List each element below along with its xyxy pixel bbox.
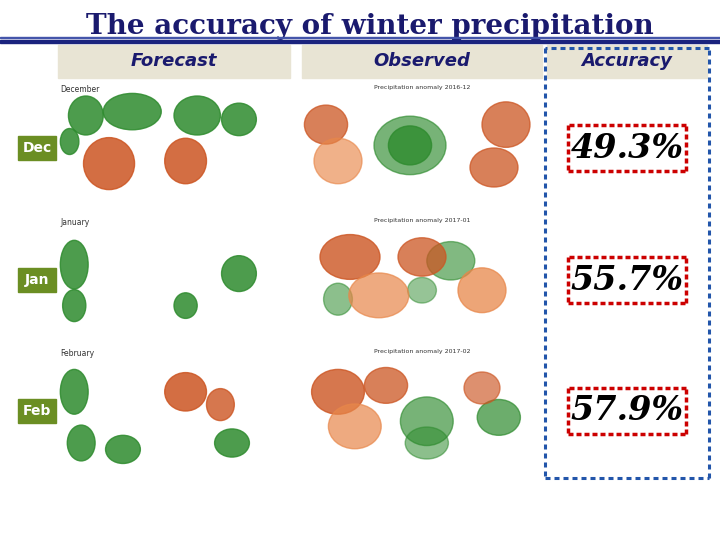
Text: Accuracy: Accuracy <box>582 52 672 71</box>
Bar <box>58 216 290 344</box>
Ellipse shape <box>103 93 161 130</box>
Ellipse shape <box>215 429 249 457</box>
Ellipse shape <box>165 373 207 411</box>
Ellipse shape <box>63 289 86 322</box>
Ellipse shape <box>320 234 380 279</box>
Bar <box>18 399 56 423</box>
Ellipse shape <box>477 400 521 435</box>
Bar <box>302 45 542 78</box>
Ellipse shape <box>67 425 95 461</box>
Bar <box>302 216 542 344</box>
Ellipse shape <box>400 397 453 445</box>
Bar <box>302 83 542 213</box>
Ellipse shape <box>60 240 88 289</box>
Text: 55.7%: 55.7% <box>570 264 683 296</box>
Text: December: December <box>60 85 99 94</box>
Bar <box>18 136 56 160</box>
Text: The accuracy of winter precipitation: The accuracy of winter precipitation <box>86 12 654 39</box>
Bar <box>302 347 542 475</box>
Text: Precipitation anomaly 2017-01: Precipitation anomaly 2017-01 <box>374 218 470 223</box>
Ellipse shape <box>458 268 506 313</box>
Text: January: January <box>60 218 89 227</box>
Bar <box>547 45 707 78</box>
Ellipse shape <box>328 404 381 449</box>
Ellipse shape <box>84 138 135 190</box>
Text: 49.3%: 49.3% <box>570 132 683 165</box>
Ellipse shape <box>106 435 140 463</box>
Ellipse shape <box>427 241 474 280</box>
Ellipse shape <box>408 278 436 303</box>
Ellipse shape <box>312 369 364 414</box>
Ellipse shape <box>222 103 256 136</box>
Ellipse shape <box>314 138 362 184</box>
Ellipse shape <box>174 96 220 135</box>
Ellipse shape <box>470 148 518 187</box>
Ellipse shape <box>165 138 207 184</box>
Bar <box>0 40 720 43</box>
Ellipse shape <box>305 105 348 144</box>
Bar <box>58 347 290 475</box>
Text: 57.9%: 57.9% <box>570 395 683 428</box>
Ellipse shape <box>207 389 234 421</box>
Ellipse shape <box>388 126 431 165</box>
Text: Feb: Feb <box>23 404 51 418</box>
Text: Forecast: Forecast <box>131 52 217 71</box>
Bar <box>58 83 290 213</box>
Text: Dec: Dec <box>22 141 52 155</box>
Ellipse shape <box>464 372 500 404</box>
Ellipse shape <box>405 427 449 459</box>
Text: Precipitation anomaly 2017-02: Precipitation anomaly 2017-02 <box>374 349 470 354</box>
Bar <box>18 268 56 292</box>
Bar <box>58 45 290 78</box>
Ellipse shape <box>348 273 409 318</box>
Ellipse shape <box>374 116 446 174</box>
Ellipse shape <box>60 129 79 154</box>
Ellipse shape <box>323 283 352 315</box>
Ellipse shape <box>364 368 408 403</box>
Text: Observed: Observed <box>374 52 470 71</box>
Ellipse shape <box>60 369 88 414</box>
Text: Precipitation anomaly 2016-12: Precipitation anomaly 2016-12 <box>374 85 470 90</box>
Ellipse shape <box>482 102 530 147</box>
Ellipse shape <box>222 255 256 292</box>
Ellipse shape <box>68 96 103 135</box>
Ellipse shape <box>174 293 197 319</box>
Ellipse shape <box>398 238 446 276</box>
Text: February: February <box>60 349 94 358</box>
Bar <box>0 37 720 38</box>
Text: Jan: Jan <box>24 273 49 287</box>
